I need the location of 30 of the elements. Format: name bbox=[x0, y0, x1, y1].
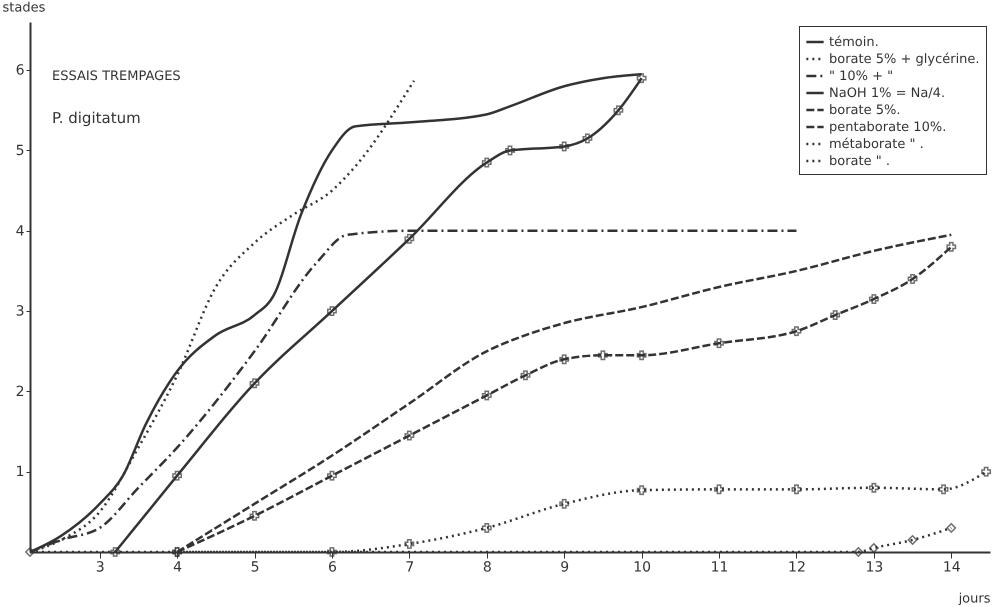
x-tick-label: 8 bbox=[482, 560, 492, 576]
legend-label: pentaborate 10%. bbox=[829, 120, 946, 135]
x-tick-label: 3 bbox=[96, 560, 105, 576]
x-tick-label: 6 bbox=[328, 560, 337, 576]
y-tick-label: 2 bbox=[16, 384, 24, 400]
x-tick-label: 7 bbox=[405, 560, 414, 576]
text: ESSAIS TREMPAGES bbox=[52, 69, 181, 84]
y-tick-label: 1 bbox=[16, 464, 24, 480]
y-tick-label: 3 bbox=[16, 304, 24, 320]
y-tick-label: 5 bbox=[16, 142, 24, 159]
y-tick-label: 4 bbox=[16, 223, 25, 240]
legend-label: " 10% + " bbox=[829, 69, 894, 84]
x-tick-label: 12 bbox=[788, 560, 806, 576]
y-axis-title: stades bbox=[2, 0, 46, 16]
legend-label: métaborate " . bbox=[829, 137, 924, 152]
legend-label: borate " . bbox=[829, 154, 890, 169]
x-tick-label: 13 bbox=[865, 560, 884, 576]
legend-label: borate 5% + glycérine. bbox=[829, 52, 980, 67]
y-tick-label: 6 bbox=[16, 62, 25, 79]
text: P. digitatum bbox=[52, 109, 141, 127]
legend-label: NaOH 1% = Na/4. bbox=[829, 86, 946, 101]
x-tick-label: 14 bbox=[942, 560, 961, 576]
x-tick-label: 11 bbox=[710, 560, 728, 576]
x-axis-title: jours bbox=[958, 592, 991, 606]
legend-label: témoin. bbox=[829, 35, 879, 50]
legend-label: borate 5%. bbox=[829, 103, 900, 118]
x-tick-label: 5 bbox=[250, 560, 260, 576]
x-tick-label: 4 bbox=[173, 560, 182, 576]
x-tick-label: 10 bbox=[633, 560, 652, 576]
x-tick-label: 9 bbox=[560, 560, 570, 576]
